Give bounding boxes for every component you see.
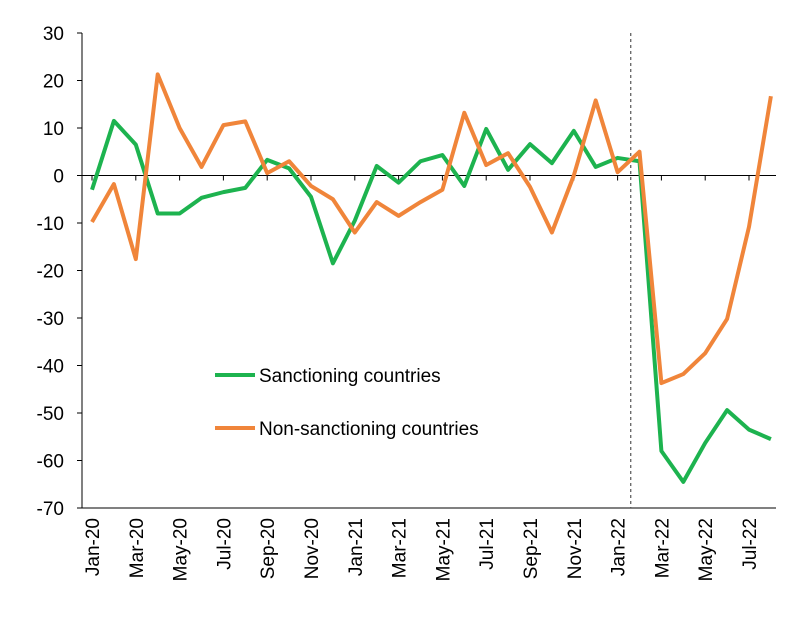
x-tick-label: Nov-21 [565, 518, 586, 579]
y-tick-label: -40 [37, 357, 64, 378]
x-tick-label: May-22 [696, 518, 717, 581]
x-tick-label: May-21 [433, 518, 454, 581]
x-tick-label: Nov-20 [302, 518, 323, 579]
x-tick-label: Sep-21 [521, 518, 542, 579]
x-tick-label: Jul-22 [740, 518, 761, 570]
y-tick-label: -20 [37, 262, 64, 283]
y-tick-label: 0 [53, 167, 64, 188]
x-tick-label: Jul-21 [477, 518, 498, 570]
y-tick-label: -70 [37, 499, 64, 520]
series-line [90, 72, 773, 386]
y-tick-label: -30 [37, 309, 64, 330]
x-tick-label: Sep-20 [258, 518, 279, 579]
y-tick-label: 20 [43, 72, 64, 93]
x-tick-label: Jul-20 [214, 518, 235, 570]
y-tick-label: 30 [43, 24, 64, 45]
x-tick-label: Mar-22 [652, 518, 673, 578]
x-tick-label: Jan-22 [609, 518, 630, 576]
x-tick-label: Jan-20 [83, 518, 104, 576]
x-tick-label: May-20 [171, 518, 192, 581]
x-tick-label: Mar-21 [390, 518, 411, 578]
y-tick-label: -50 [37, 404, 64, 425]
y-tick-label: -60 [37, 452, 64, 473]
x-tick-label: Mar-20 [127, 518, 148, 578]
legend-label: Sanctioning countries [259, 366, 441, 387]
legend-label: Non-sanctioning countries [259, 419, 479, 440]
x-tick-label: Jan-21 [346, 518, 367, 576]
y-tick-label: -10 [37, 214, 64, 235]
series-line [90, 118, 772, 484]
y-tick-label: 10 [43, 119, 64, 140]
